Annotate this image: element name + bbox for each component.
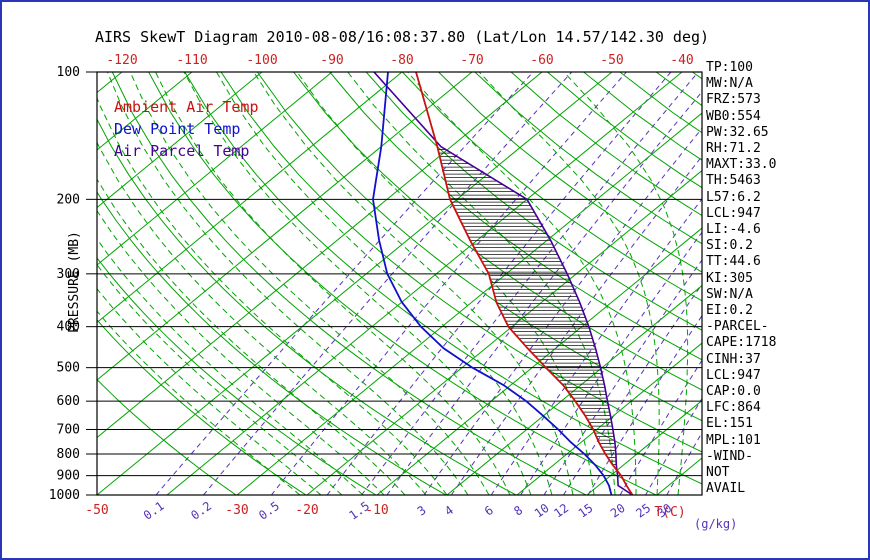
stat-line: CAPE:1718 xyxy=(706,335,777,351)
stat-line: LCL:947 xyxy=(706,205,761,221)
stat-line: SI:0.2 xyxy=(706,238,753,254)
svg-text:25: 25 xyxy=(633,501,653,521)
svg-text:12: 12 xyxy=(551,501,571,521)
cape-hatch-area xyxy=(438,149,617,469)
stat-line: FRZ:573 xyxy=(706,92,761,108)
svg-text:900: 900 xyxy=(57,469,80,484)
svg-text:0.1: 0.1 xyxy=(141,499,167,523)
stat-line: L57:6.2 xyxy=(706,189,761,205)
svg-text:1000: 1000 xyxy=(49,488,80,503)
svg-text:500: 500 xyxy=(57,361,80,376)
stats-panel: TP:100 MW:N/A FRZ:573 WB0:554 PW:32.65 RH:71.… xyxy=(706,60,776,497)
svg-text:700: 700 xyxy=(57,422,80,437)
pressure-axis-label: PRESSURE (MB) xyxy=(67,231,82,333)
svg-text:-50: -50 xyxy=(600,53,623,68)
axis-labels: 100 200 300 400 500 600 700 800 900 1000 xyxy=(49,65,80,503)
stat-line: MW:N/A xyxy=(706,76,753,92)
plot-border xyxy=(96,71,703,496)
svg-text:6: 6 xyxy=(482,503,496,519)
bottom-temp-labels: -50 -30 -20 -10 T(C) xyxy=(85,503,685,520)
svg-text:600: 600 xyxy=(57,394,80,409)
stat-line: TP:100 xyxy=(706,60,753,75)
stat-line: LFC:864 xyxy=(706,400,761,416)
temp-unit-label: T(C) xyxy=(654,505,685,520)
stat-line: RH:71.2 xyxy=(706,141,761,157)
svg-text:300: 300 xyxy=(57,267,80,282)
legend-ambient-air-temp: Ambient Air Temp xyxy=(114,98,259,116)
stat-line: EI:0.2 xyxy=(706,303,753,319)
svg-text:-120: -120 xyxy=(106,53,137,68)
svg-text:-50: -50 xyxy=(85,503,108,518)
stat-line: TT:44.6 xyxy=(706,254,761,270)
svg-text:10: 10 xyxy=(532,501,552,521)
svg-text:4: 4 xyxy=(442,503,456,519)
stat-line: -PARCEL- xyxy=(706,319,769,335)
svg-text:100: 100 xyxy=(57,65,80,80)
svg-text:-110: -110 xyxy=(176,53,207,68)
svg-text:-90: -90 xyxy=(320,53,343,68)
svg-text:15: 15 xyxy=(576,501,596,521)
stat-line: TH:5463 xyxy=(706,173,761,189)
ambient-air-temp-curve xyxy=(415,72,634,495)
stat-line: MAXT:33.0 xyxy=(706,157,777,173)
stat-line: CINH:37 xyxy=(706,351,761,367)
legend-dew-point-temp: Dew Point Temp xyxy=(114,120,241,138)
legend: Ambient Air Temp Dew Point Temp Air Parc… xyxy=(114,96,259,162)
stat-line: SW:N/A xyxy=(706,286,753,302)
stat-line: AVAIL xyxy=(706,481,746,497)
svg-text:-20: -20 xyxy=(295,503,318,518)
dew-point-temp-curve xyxy=(372,72,613,495)
svg-text:-30: -30 xyxy=(225,503,248,518)
svg-text:0.2: 0.2 xyxy=(188,499,214,523)
stat-line: NOT xyxy=(706,465,730,481)
svg-text:30: 30 xyxy=(655,501,675,521)
legend-air-parcel-temp: Air Parcel Temp xyxy=(114,142,250,160)
stat-line: MPL:101 xyxy=(706,432,761,448)
stat-line: PW:32.65 xyxy=(706,124,769,140)
svg-text:-60: -60 xyxy=(530,53,553,68)
page-title: AIRS SkewT Diagram 2010-08-08/16:08:37.8… xyxy=(94,28,710,46)
stat-line: LCL:947 xyxy=(706,367,761,383)
stat-line: KI:305 xyxy=(706,270,753,286)
svg-text:-10: -10 xyxy=(365,503,388,518)
top-temp-labels: -120 -110 -100 -90 -80 -70 -60 -50 -40 xyxy=(106,53,693,68)
svg-text:-70: -70 xyxy=(460,53,483,68)
svg-text:20: 20 xyxy=(608,501,628,521)
svg-text:8: 8 xyxy=(511,503,525,519)
svg-text:-80: -80 xyxy=(390,53,413,68)
stat-line: CAP:0.0 xyxy=(706,384,761,400)
svg-text:200: 200 xyxy=(57,192,80,207)
mixing-unit-label: (g/kg) xyxy=(694,517,737,531)
air-parcel-temp-curve xyxy=(373,72,633,495)
svg-text:3: 3 xyxy=(415,503,429,519)
stat-line: -WIND- xyxy=(706,448,753,464)
svg-text:-100: -100 xyxy=(246,53,277,68)
isotherms xyxy=(97,72,702,495)
svg-text:800: 800 xyxy=(57,447,80,462)
stat-line: LI:-4.6 xyxy=(706,222,761,238)
stat-line: WB0:554 xyxy=(706,108,761,124)
stat-line: EL:151 xyxy=(706,416,753,432)
svg-text:400: 400 xyxy=(57,320,80,335)
svg-text:0.5: 0.5 xyxy=(256,499,282,523)
svg-text:-40: -40 xyxy=(670,53,693,68)
